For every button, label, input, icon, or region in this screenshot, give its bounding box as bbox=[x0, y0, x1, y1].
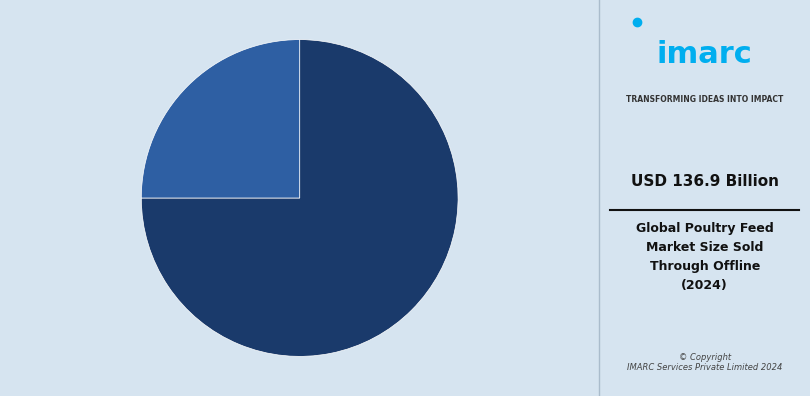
Wedge shape bbox=[141, 40, 458, 356]
Wedge shape bbox=[141, 40, 300, 198]
Text: USD 136.9 Billion: USD 136.9 Billion bbox=[631, 174, 778, 189]
Text: © Copyright
IMARC Services Private Limited 2024: © Copyright IMARC Services Private Limit… bbox=[627, 353, 782, 372]
Text: TRANSFORMING IDEAS INTO IMPACT: TRANSFORMING IDEAS INTO IMPACT bbox=[626, 95, 783, 104]
Text: Global Poultry Feed
Market Size Sold
Through Offline
(2024): Global Poultry Feed Market Size Sold Thr… bbox=[636, 222, 774, 292]
Text: imarc: imarc bbox=[657, 40, 752, 69]
